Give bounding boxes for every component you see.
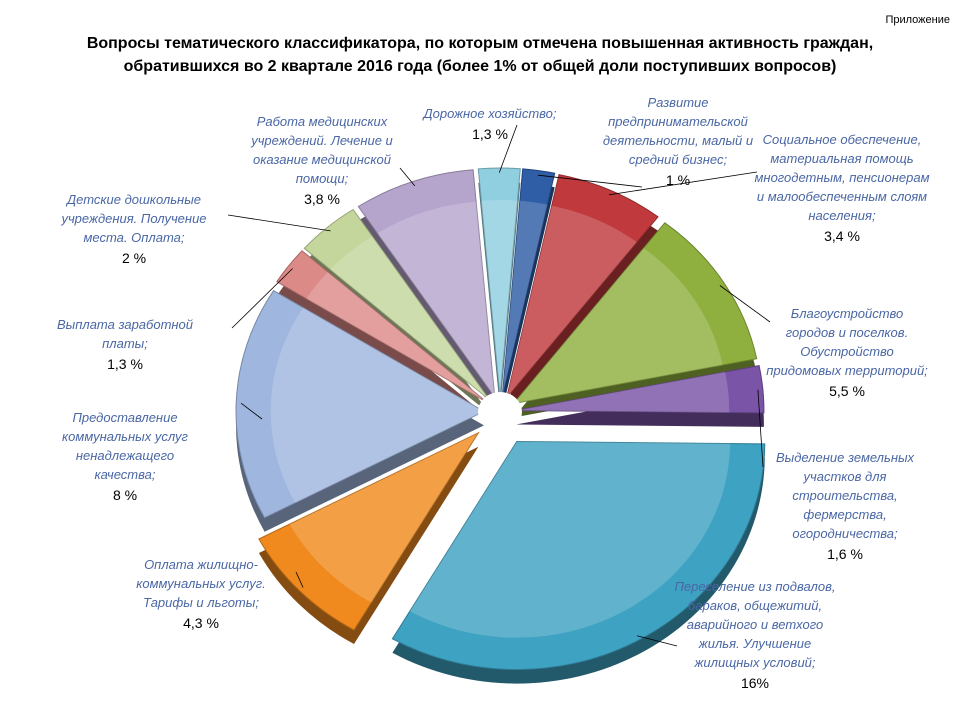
pie-center <box>478 392 522 432</box>
slice-value-label: 3,8 % <box>234 190 410 209</box>
slice-value-label: 8 % <box>50 486 200 505</box>
slice-label-name: Выделение земельных участков для строите… <box>760 448 930 543</box>
slice-value-label: 1,3 % <box>50 355 200 374</box>
slice-label: Выделение земельных участков для строите… <box>760 448 930 564</box>
slice-label: Оплата жилищно-коммунальных услуг. Тариф… <box>112 555 290 633</box>
slice-value-label: 2 % <box>42 249 226 268</box>
slice-value-label: 3,4 % <box>752 227 932 246</box>
slice-label-name: Благоустройство городов и поселков. Обус… <box>766 304 928 380</box>
slice-label-name: Дорожное хозяйство; <box>400 104 580 123</box>
slice-label-name: Развитие предпринимательской деятельност… <box>588 93 768 169</box>
slice-label: Переселение из подвалов, бараков, общежи… <box>666 577 844 693</box>
slice-value-label: 1 % <box>588 171 768 190</box>
slice-label: Дорожное хозяйство; 1,3 % <box>400 104 580 144</box>
slice-label: Детские дошкольные учреждения. Получение… <box>42 190 226 268</box>
slice-label-name: Оплата жилищно-коммунальных услуг. Тариф… <box>112 555 290 612</box>
slice-label-name: Социальное обеспечение, материальная пом… <box>752 130 932 225</box>
slice-value-label: 1,3 % <box>400 125 580 144</box>
slice-label: Работа медицинских учреждений. Лечение и… <box>234 112 410 209</box>
slice-label-name: Предоставление коммунальных услуг ненадл… <box>50 408 200 484</box>
slice-label-name: Переселение из подвалов, бараков, общежи… <box>666 577 844 672</box>
slice-value-label: 16% <box>666 674 844 693</box>
slice-label: Социальное обеспечение, материальная пом… <box>752 130 932 246</box>
leader-line <box>228 215 331 231</box>
slice-label: Предоставление коммунальных услуг ненадл… <box>50 408 200 505</box>
slice-label-name: Работа медицинских учреждений. Лечение и… <box>234 112 410 188</box>
slice-label: Развитие предпринимательской деятельност… <box>588 93 768 190</box>
slice-label: Благоустройство городов и поселков. Обус… <box>766 304 928 401</box>
slice-value-label: 4,3 % <box>112 614 290 633</box>
slice-value-label: 1,6 % <box>760 545 930 564</box>
slice-value-label: 5,5 % <box>766 382 928 401</box>
slice-label: Выплата заработной платы; 1,3 % <box>50 315 200 374</box>
slice-label-name: Детские дошкольные учреждения. Получение… <box>42 190 226 247</box>
slice-label-name: Выплата заработной платы; <box>50 315 200 353</box>
